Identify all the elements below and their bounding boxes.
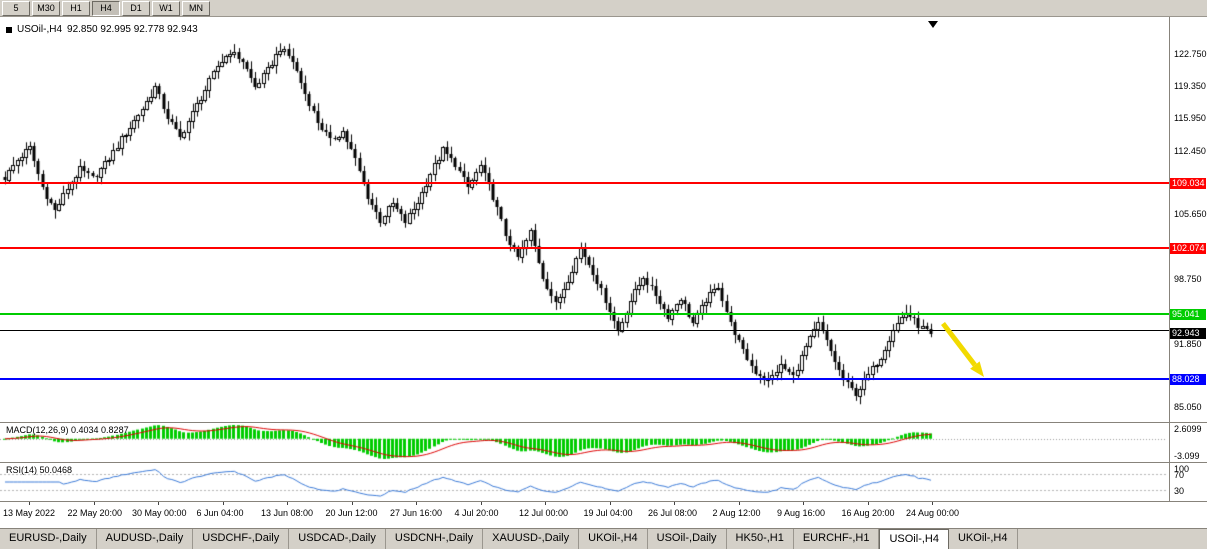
timeframe-button-h4[interactable]: H4: [92, 0, 120, 16]
rsi-indicator-label: RSI(14) 50.0468: [6, 465, 73, 475]
timeframe-button-mn[interactable]: MN: [182, 0, 210, 16]
time-axis-label: 24 Aug 00:00: [906, 508, 960, 518]
tab-usdchf-daily[interactable]: USDCHF-,Daily: [193, 529, 290, 549]
tab-usoil-daily[interactable]: USOil-,Daily: [647, 529, 727, 549]
price-tag-resistance-upper: 109.034: [1170, 177, 1206, 189]
pane-separator-main-macd[interactable]: [0, 422, 1207, 423]
time-axis-tick: [287, 502, 288, 505]
price-axis[interactable]: 122.750 119.350 115.950 112.450 105.650 98.75…: [1169, 17, 1207, 501]
time-axis-tick: [416, 502, 417, 505]
time-axis-label: 27 Jun 16:00: [390, 508, 443, 518]
timeframe-button-h1[interactable]: H1: [62, 0, 90, 16]
pane-separator-macd-rsi[interactable]: [0, 462, 1207, 463]
price-tag-support-green: 95.041: [1170, 308, 1206, 320]
time-axis-tick: [222, 502, 224, 505]
price-axis-border: [1169, 17, 1170, 501]
time-axis-label: 6 Jun 04:00: [196, 508, 244, 518]
time-axis-tick: [738, 502, 740, 505]
tab-ukoil-h4[interactable]: UKOil-,H4: [948, 529, 1018, 549]
time-axis-label: 30 May 00:00: [132, 508, 187, 518]
price-tag-support-blue: 88.028: [1170, 374, 1206, 386]
price-axis-tick-label: 105.650: [1174, 209, 1207, 220]
timeframe-button-d1[interactable]: D1: [122, 0, 150, 16]
time-axis-tick: [609, 502, 611, 505]
tab-audusd-daily[interactable]: AUDUSD-,Daily: [96, 529, 194, 549]
price-axis-tick-label: 115.950: [1174, 112, 1206, 123]
tab-usdcad-daily[interactable]: USDCAD-,Daily: [289, 529, 386, 549]
price-tag-resistance-mid: 102.074: [1170, 242, 1206, 254]
time-axis-label: 26 Jul 08:00: [648, 508, 698, 518]
time-axis-label: 13 May 2022: [3, 508, 56, 518]
tab-usoil-h4[interactable]: USOil-,H4: [879, 529, 949, 549]
price-axis-tick-label: 85.050: [1174, 402, 1202, 413]
price-chart-canvas[interactable]: [0, 17, 1169, 501]
time-axis-tick: [932, 502, 933, 505]
timeframe-button-5[interactable]: 5: [2, 0, 30, 16]
time-axis-tick: [545, 502, 546, 505]
time-axis-tick: [93, 502, 95, 505]
price-axis-tick-label: 91.850: [1174, 338, 1202, 349]
macd-indicator-label: MACD(12,26,9) 0.4034 0.8287: [6, 425, 129, 435]
time-axis-tick: [158, 502, 159, 505]
chart-ohlc-values: 92.850 92.995 92.778 92.943: [67, 24, 198, 35]
time-axis-tick: [803, 502, 804, 505]
tab-hk50-h1[interactable]: HK50-,H1: [726, 529, 794, 549]
price-axis-tick-label: 119.350: [1174, 80, 1206, 91]
time-axis-tick: [674, 502, 675, 505]
rsi-axis-30-label: 30: [1174, 485, 1185, 496]
tab-eurchf-h1[interactable]: EURCHF-,H1: [793, 529, 880, 549]
time-axis[interactable]: 13 May 2022 22 May 20:00 30 May 00:00 6 Jun…: [0, 501, 1207, 528]
time-axis-tick: [480, 502, 482, 505]
time-axis-label: 2 Aug 12:00: [712, 508, 761, 518]
time-axis-label: 22 May 20:00: [67, 508, 123, 518]
timeframe-toolbar: 5 M30 H1 H4 D1 W1 MN: [0, 0, 1207, 17]
time-axis-label: 13 Jun 08:00: [261, 508, 314, 518]
time-axis-label: 19 Jul 04:00: [583, 508, 633, 518]
current-price-tag: 92.943: [1170, 328, 1206, 340]
tab-ukoil-h4[interactable]: UKOil-,H4: [579, 529, 648, 549]
time-axis-label: 9 Aug 16:00: [777, 508, 826, 518]
time-axis-label: 20 Jun 12:00: [325, 508, 378, 518]
tab-xauusd-daily[interactable]: XAUUSD-,Daily: [483, 529, 580, 549]
chart-symbol-icon: [6, 26, 12, 33]
macd-axis-max-label: 2.6099: [1174, 424, 1202, 434]
time-axis-label: 12 Jul 00:00: [519, 508, 569, 518]
time-axis-tick: [351, 502, 353, 505]
macd-axis-min-label: -3.099: [1174, 451, 1200, 461]
price-axis-tick-label: 98.750: [1174, 273, 1202, 284]
timeframe-button-m30[interactable]: M30: [32, 0, 60, 16]
time-axis-tick: [867, 502, 869, 505]
rsi-axis-100-label: 100: [1174, 464, 1190, 474]
tab-eurusd-daily[interactable]: EURUSD-,Daily: [0, 529, 97, 549]
chart-symbol-period: USOil-,H4: [17, 24, 63, 35]
tab-usdcnh-daily[interactable]: USDCNH-,Daily: [385, 529, 484, 549]
price-axis-tick-label: 112.450: [1174, 145, 1206, 156]
time-axis-tick: [29, 502, 30, 505]
chart-tabs-bar: EURUSD-,Daily AUDUSD-,Daily USDCHF-,Daily U…: [0, 528, 1207, 549]
price-axis-tick-label: 122.750: [1174, 49, 1207, 60]
time-axis-label: 16 Aug 20:00: [841, 508, 895, 518]
time-axis-label: 4 Jul 20:00: [454, 508, 499, 518]
rsi-axis-70-label: 70: [1174, 470, 1185, 481]
chart-title: USOil-,H4 92.850 92.995 92.778 92.943: [6, 24, 198, 35]
chart-shift-marker-icon[interactable]: [928, 21, 938, 28]
timeframe-button-w1[interactable]: W1: [152, 0, 180, 16]
